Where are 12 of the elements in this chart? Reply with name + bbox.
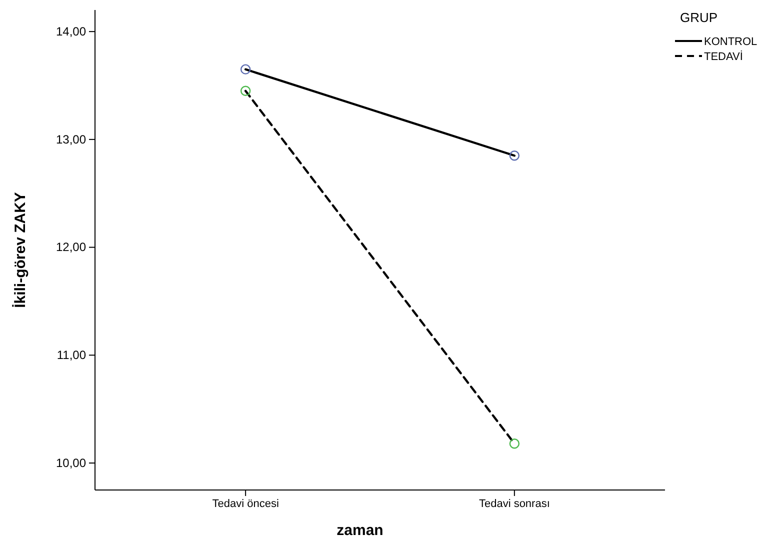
x-axis-title: zaman	[336, 522, 384, 539]
x-tick-label: Tedavi sonrası	[478, 498, 550, 510]
legend-label: KONTROL	[704, 36, 758, 48]
y-tick-label: 12,00	[56, 240, 86, 254]
x-tick-label: Tedavi öncesi	[212, 498, 279, 510]
y-tick-label: 10,00	[56, 456, 86, 470]
y-axis-title: İkili-görev ZAKY	[12, 192, 29, 308]
y-tick-label: 13,00	[56, 132, 86, 146]
legend-label: TEDAVİ	[704, 50, 743, 63]
y-tick-label: 14,00	[56, 24, 86, 38]
legend-title: GRUP	[680, 10, 718, 25]
y-tick-label: 11,00	[56, 348, 86, 362]
